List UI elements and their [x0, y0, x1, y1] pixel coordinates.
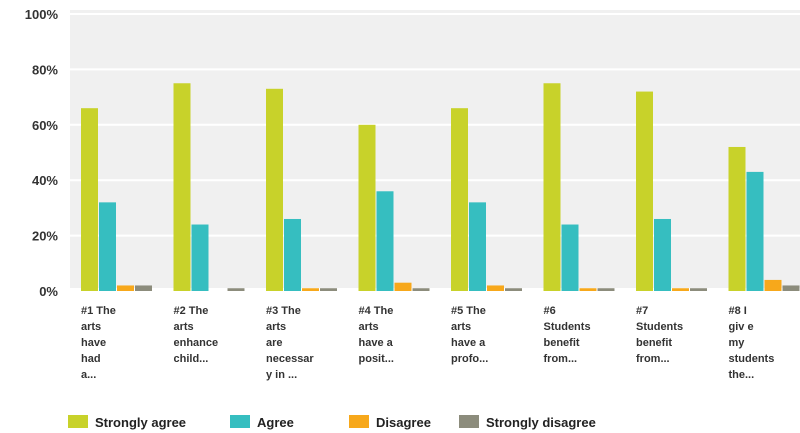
legend-item: Agree [230, 415, 294, 430]
x-category-label-line: have [81, 337, 106, 349]
x-category-label-line: #1 The [81, 305, 116, 317]
x-category-label-line: profo... [451, 353, 488, 365]
legend-swatch [68, 415, 88, 428]
legend-label: Disagree [376, 415, 431, 430]
bar [320, 288, 337, 291]
bar [543, 83, 561, 291]
bar [99, 202, 116, 291]
bar [782, 285, 800, 291]
bar [746, 171, 764, 291]
legend-swatch [230, 415, 250, 428]
x-category-label-line: had [81, 353, 101, 365]
x-category-label-line: #7 [636, 305, 648, 317]
bar [81, 108, 98, 292]
bar [376, 191, 394, 291]
legend-label: Strongly disagree [486, 415, 596, 430]
x-category-label: #5 The arts have a profo... [451, 305, 488, 365]
x-category-label-line: arts [174, 321, 194, 333]
x-category-label-line: enhance [174, 337, 219, 349]
x-axis: #1 The arts have had a... #2 The arts enhance ch… [81, 305, 774, 381]
y-tick-label: 0% [39, 284, 58, 299]
legend-item: Disagree [349, 415, 431, 430]
x-category-label-line: arts [266, 321, 286, 333]
bar [636, 91, 653, 291]
x-category-label: #3 The arts are necessar y in ... [266, 305, 314, 381]
y-tick-label: 20% [32, 229, 58, 244]
x-category-label: #7 Students benefit from... [636, 305, 683, 365]
bar [412, 288, 430, 291]
x-category-label-line: Students [636, 321, 683, 333]
legend-label: Agree [257, 415, 294, 430]
x-category-label-line: posit... [359, 353, 394, 365]
x-category-label: #4 The arts have a posit... [359, 305, 394, 365]
bar [672, 288, 689, 291]
bar [394, 282, 412, 291]
x-category-label-line: Students [544, 321, 591, 333]
x-category-label-line: from... [636, 353, 670, 365]
bar [191, 224, 209, 291]
x-category-label-line: #5 The [451, 305, 486, 317]
x-category-label-line: have a [359, 337, 394, 349]
y-tick-label: 100% [25, 7, 59, 22]
x-category-label: #8 I giv e my students the... [729, 305, 775, 381]
bar [505, 288, 522, 291]
x-category-label-line: #4 The [359, 305, 394, 317]
bars [81, 83, 800, 292]
x-category-label-line: #6 [544, 305, 556, 317]
x-category-label-line: #3 The [266, 305, 301, 317]
legend-item: Strongly disagree [459, 415, 596, 430]
bar [597, 288, 615, 291]
bar [764, 279, 782, 291]
legend: Strongly agree Agree Disagree Strongly disa… [68, 415, 596, 430]
bar [690, 288, 707, 291]
x-category-label-line: #2 The [174, 305, 209, 317]
legend-label: Strongly agree [95, 415, 186, 430]
y-axis: 0% 20% 40% 60% 80% 100% [25, 7, 59, 299]
bar [487, 285, 504, 291]
x-category-label-line: a... [81, 369, 96, 381]
x-category-label-line: arts [359, 321, 379, 333]
bar [135, 285, 152, 291]
bar [728, 146, 746, 291]
x-category-label-line: #8 I [729, 305, 747, 317]
x-category-label-line: are [266, 337, 283, 349]
bar [561, 224, 579, 291]
x-category-label-line: child... [174, 353, 209, 365]
legend-item: Strongly agree [68, 415, 186, 430]
bar [173, 83, 191, 291]
x-category-label-line: y in ... [266, 369, 297, 381]
legend-swatch [349, 415, 369, 428]
x-category-label-line: benefit [544, 337, 580, 349]
bar [358, 124, 376, 291]
bar [302, 288, 319, 291]
bar [469, 202, 486, 291]
x-category-label-line: benefit [636, 337, 672, 349]
x-category-label-line: my [729, 337, 746, 349]
bar [117, 285, 134, 291]
x-category-label-line: giv e [729, 321, 754, 333]
legend-swatch [459, 415, 479, 428]
x-category-label-line: the... [729, 369, 755, 381]
x-category-label: #1 The arts have had a... [81, 305, 116, 381]
x-category-label: #6 Students benefit from... [544, 305, 591, 365]
x-category-label-line: from... [544, 353, 578, 365]
bar [284, 218, 301, 291]
y-tick-label: 40% [32, 173, 58, 188]
y-tick-label: 80% [32, 62, 58, 77]
bar [579, 288, 597, 291]
x-category-label-line: necessar [266, 353, 314, 365]
y-tick-label: 60% [32, 118, 58, 133]
x-category-label-line: arts [81, 321, 101, 333]
x-category-label-line: students [729, 353, 775, 365]
x-category-label-line: have a [451, 337, 486, 349]
x-category-label-line: arts [451, 321, 471, 333]
bar [227, 288, 245, 291]
bar [654, 218, 671, 291]
bar [451, 108, 468, 292]
bar [266, 88, 283, 291]
x-category-label: #2 The arts enhance child... [174, 305, 219, 365]
